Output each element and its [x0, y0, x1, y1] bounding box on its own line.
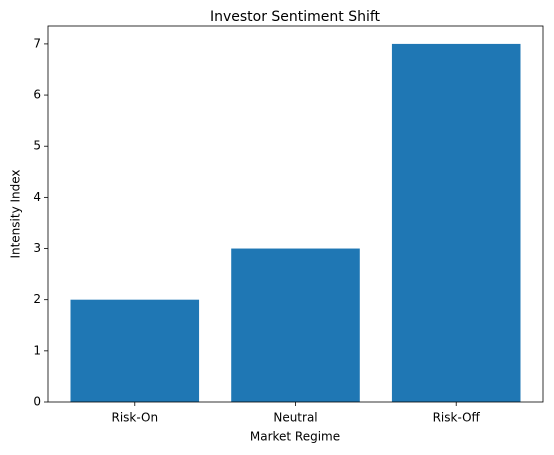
y-tick-label: 7: [33, 36, 41, 50]
x-axis-label: Market Regime: [250, 430, 340, 444]
y-tick-label: 5: [33, 139, 41, 153]
bar: [391, 43, 521, 403]
y-tick-label: 1: [33, 343, 41, 357]
y-axis-label: Intensity Index: [9, 169, 23, 258]
y-tick-label: 4: [33, 190, 41, 204]
y-tick-label: 2: [33, 292, 41, 306]
x-tick-label: Risk-On: [111, 411, 158, 425]
y-tick-label: 3: [33, 241, 41, 255]
bar: [70, 299, 200, 402]
chart-title: Investor Sentiment Shift: [210, 9, 381, 25]
x-tick-label: Risk-Off: [433, 411, 481, 425]
y-tick-label: 6: [33, 88, 41, 102]
bar: [231, 248, 360, 402]
x-tick-label: Neutral: [273, 411, 317, 425]
y-tick-label: 0: [33, 395, 41, 409]
axes-frame: [47, 25, 544, 403]
